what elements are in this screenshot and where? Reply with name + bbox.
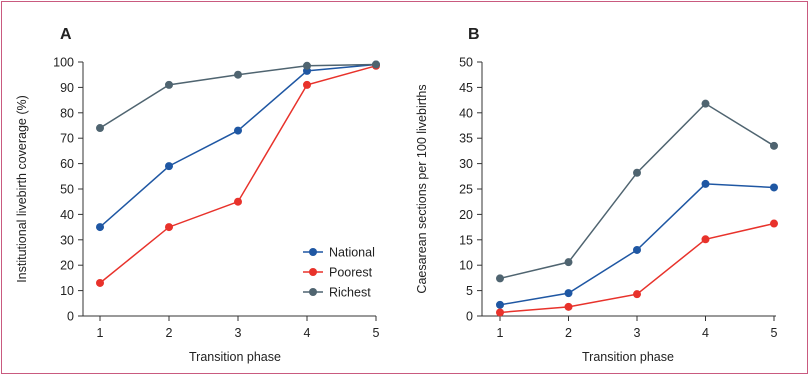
legend-marker-poorest [309,268,317,276]
y-tick-label: 90 [60,81,74,95]
y-tick-label: 10 [60,284,74,298]
y-tick-label: 80 [60,106,74,120]
panel-b-y-axis-title: Caesarean sections per 100 livebirths [415,84,429,293]
y-tick-label: 25 [459,183,473,197]
data-point-richest [372,60,380,69]
y-tick-label: 30 [459,157,473,171]
data-point-national [496,300,504,309]
x-tick-label: 3 [634,326,641,340]
data-point-national [234,126,242,135]
y-tick-label: 40 [459,106,473,120]
panel-a-legend: National Poorest Richest [303,246,375,300]
data-point-poorest [701,235,710,244]
x-tick-label: 4 [702,326,709,340]
x-tick-label: 1 [497,326,504,340]
x-tick-label: 2 [565,326,572,340]
y-tick-label: 30 [60,233,74,247]
panel-a-x-ticks: 1 2 3 4 5 [97,316,380,340]
y-tick-label: 70 [60,132,74,146]
legend-label-national: National [329,246,375,260]
x-tick-label: 5 [771,326,778,340]
y-tick-label: 40 [60,208,74,222]
data-point-richest [564,258,573,267]
data-point-richest [770,141,778,150]
x-tick-label: 1 [97,326,104,340]
panel-a-y-axis-title: Institutional livebirth coverage (%) [15,95,29,283]
data-point-richest [234,70,242,79]
x-tick-label: 2 [166,326,173,340]
panel-a-letter: A [60,26,72,43]
panel-b-series [496,99,778,317]
y-tick-label: 35 [459,132,473,146]
data-point-national [96,223,104,232]
data-point-national [633,245,641,254]
data-point-poorest [633,290,641,299]
data-point-national [701,179,710,188]
data-point-richest [633,168,641,177]
y-tick-label: 0 [67,310,74,324]
y-tick-label: 100 [53,56,74,70]
data-point-national [770,183,778,192]
panel-b-y-ticks: 0 5 10 15 20 25 30 35 40 45 50 [459,56,482,324]
y-tick-label: 15 [459,233,473,247]
series-line-national [499,183,775,306]
data-point-richest [303,61,311,70]
data-point-poorest [303,80,311,89]
data-point-poorest [96,278,104,287]
y-tick-label: 60 [60,157,74,171]
data-point-poorest [564,302,573,311]
data-point-poorest [496,308,504,317]
panel-a-series [96,60,380,287]
panel-a-x-axis-title: Transition phase [189,350,281,364]
panel-b-letter: B [468,26,480,43]
data-point-richest [701,99,710,108]
data-point-poorest [234,197,242,206]
y-tick-label: 0 [466,310,473,324]
x-tick-label: 5 [373,326,380,340]
legend-marker-richest [309,288,317,296]
y-tick-label: 50 [459,56,473,70]
panel-a-y-ticks: 0 10 20 30 40 50 60 70 80 90 100 [53,56,83,324]
y-tick-label: 50 [60,183,74,197]
data-point-poorest [770,219,778,228]
legend-marker-national [309,248,317,256]
data-point-richest [496,274,504,283]
data-point-national [165,162,173,171]
panel-b-x-ticks: 1 2 3 4 5 [497,316,778,340]
data-point-richest [165,80,173,89]
data-point-poorest [165,223,173,232]
data-point-richest [96,124,104,133]
y-tick-label: 20 [459,208,473,222]
panel-b-x-axis-title: Transition phase [582,350,674,364]
y-tick-label: 20 [60,259,74,273]
y-tick-label: 10 [459,259,473,273]
x-tick-label: 3 [235,326,242,340]
panel-a: A 0 10 20 30 40 50 60 70 80 90 100 1 2 3 4 5 Instituti… [15,26,380,364]
y-tick-label: 45 [459,81,473,95]
legend-label-richest: Richest [329,286,371,300]
y-tick-label: 5 [466,284,473,298]
legend-label-poorest: Poorest [329,266,373,280]
x-tick-label: 4 [304,326,311,340]
data-point-national [564,289,573,298]
